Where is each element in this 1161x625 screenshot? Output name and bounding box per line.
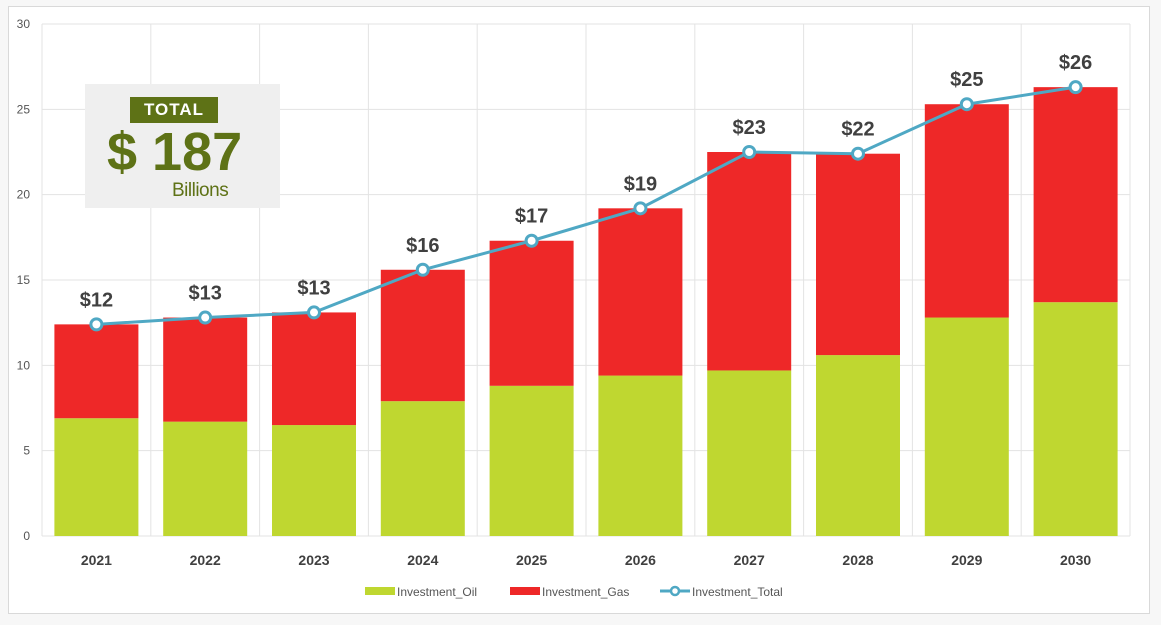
bar-gas-2029 bbox=[924, 104, 1009, 318]
y-tick-label: 15 bbox=[17, 273, 31, 287]
point-total-2028 bbox=[851, 146, 865, 161]
line-total bbox=[96, 85, 1076, 326]
data-label: $19 bbox=[624, 173, 657, 195]
y-tick-label: 25 bbox=[17, 102, 31, 116]
bar-oil-2021 bbox=[54, 418, 139, 536]
bar-gas-2027 bbox=[707, 152, 792, 371]
x-tick-label: 2025 bbox=[516, 552, 547, 568]
point-total-2030 bbox=[1068, 80, 1083, 95]
total-value: $ 187 bbox=[107, 122, 243, 182]
total-unit: Billions bbox=[172, 180, 229, 201]
point-total-2024 bbox=[415, 262, 430, 277]
legend-swatch-Investment_Oil bbox=[365, 587, 395, 595]
point-total-2029 bbox=[959, 97, 974, 112]
bar-gas-2024 bbox=[380, 269, 465, 402]
x-tick-label: 2021 bbox=[81, 552, 112, 568]
bar-gas-2023 bbox=[272, 312, 356, 426]
x-tick-label: 2028 bbox=[842, 552, 873, 568]
total-callout: TOTAL $ 187 Billions bbox=[85, 84, 280, 208]
data-label: $12 bbox=[80, 289, 113, 311]
y-tick-label: 30 bbox=[17, 17, 31, 31]
bar-gas-2026 bbox=[598, 208, 683, 376]
bar-gas-2028 bbox=[816, 153, 900, 356]
bar-oil-2028 bbox=[816, 355, 900, 536]
point-total-2021 bbox=[89, 317, 104, 332]
y-tick-label: 20 bbox=[17, 188, 31, 202]
point-total-2026 bbox=[633, 201, 648, 216]
bar-oil-2023 bbox=[272, 425, 356, 536]
data-label: $13 bbox=[189, 283, 222, 305]
bar-oil-2024 bbox=[380, 401, 465, 536]
point-total-2027 bbox=[742, 145, 757, 159]
x-tick-label: 2030 bbox=[1060, 552, 1091, 568]
data-label: $13 bbox=[297, 277, 330, 299]
y-tick-label: 5 bbox=[23, 444, 30, 458]
bar-gas-2030 bbox=[1033, 87, 1118, 303]
x-tick-label: 2024 bbox=[407, 552, 438, 568]
bar-gas-2021 bbox=[54, 324, 139, 419]
data-label: $25 bbox=[950, 69, 983, 91]
bar-oil-2029 bbox=[924, 317, 1009, 536]
legend-label: Investment_Total bbox=[692, 585, 783, 599]
legend-label: Investment_Gas bbox=[542, 585, 629, 599]
x-tick-label: 2023 bbox=[298, 552, 329, 568]
data-label: $17 bbox=[515, 206, 548, 228]
bar-oil-2030 bbox=[1033, 302, 1118, 536]
bar-gas-2025 bbox=[489, 240, 574, 386]
bar-oil-2027 bbox=[707, 370, 792, 536]
legend-marker bbox=[669, 585, 681, 597]
x-tick-label: 2026 bbox=[625, 552, 656, 568]
total-tag: TOTAL bbox=[130, 97, 218, 123]
data-label: $26 bbox=[1059, 52, 1092, 74]
data-label: $16 bbox=[406, 235, 439, 257]
data-label: $23 bbox=[733, 117, 766, 139]
x-tick-label: 2022 bbox=[190, 552, 221, 568]
bar-oil-2026 bbox=[598, 375, 683, 536]
legend-swatch-Investment_Gas bbox=[510, 587, 540, 595]
bar-oil-2025 bbox=[489, 385, 574, 536]
bar-oil-2022 bbox=[163, 421, 248, 536]
data-label: $22 bbox=[841, 119, 874, 141]
bar-gas-2022 bbox=[163, 317, 248, 422]
point-total-2025 bbox=[524, 233, 539, 248]
y-tick-label: 0 bbox=[23, 529, 30, 543]
x-tick-label: 2027 bbox=[734, 552, 765, 568]
x-tick-label: 2029 bbox=[951, 552, 982, 568]
y-tick-label: 10 bbox=[17, 358, 31, 372]
legend-label: Investment_Oil bbox=[397, 585, 477, 599]
point-total-2022 bbox=[198, 310, 213, 325]
point-total-2023 bbox=[307, 305, 321, 320]
